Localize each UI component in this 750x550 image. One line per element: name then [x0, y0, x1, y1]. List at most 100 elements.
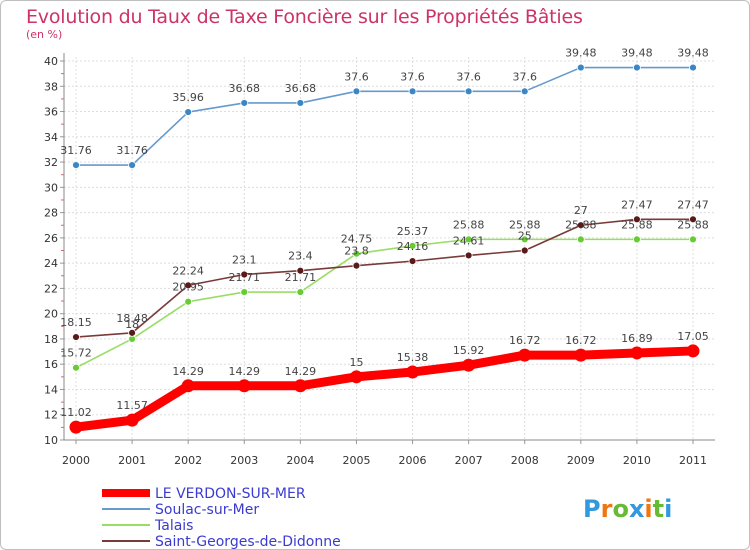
- data-point: [633, 63, 641, 72]
- data-label: 15.72: [60, 347, 92, 360]
- y-tick-label: 22: [44, 282, 58, 295]
- data-point: [296, 99, 305, 107]
- data-label: 39.48: [677, 47, 709, 60]
- data-label: 25.88: [621, 218, 653, 231]
- series-line-4: [75, 218, 694, 338]
- data-label: 15: [349, 356, 363, 369]
- data-label: 37.6: [456, 70, 481, 83]
- x-tick-label: 2008: [511, 454, 539, 467]
- legend: LE VERDON-SUR-MERSoulac-sur-MerTalaisSai…: [102, 486, 341, 550]
- data-label: 14.29: [172, 365, 204, 378]
- data-point: [576, 221, 585, 230]
- data-point: [293, 379, 307, 393]
- data-label: 22.24: [172, 264, 204, 277]
- data-label: 23.8: [344, 245, 369, 258]
- data-label: 31.76: [60, 144, 92, 157]
- data-point: [462, 358, 476, 372]
- data-point: [125, 413, 139, 427]
- y-tick-label: 10: [44, 434, 58, 447]
- data-label: 23.1: [232, 254, 257, 267]
- x-tick-label: 2010: [623, 454, 651, 467]
- data-point: [633, 215, 641, 224]
- chart-title: Evolution du Taux de Taxe Foncière sur l…: [26, 6, 583, 28]
- data-label: 23.4: [288, 250, 313, 263]
- data-label: 21.71: [229, 271, 261, 284]
- data-point: [520, 246, 529, 255]
- x-tick-label: 2007: [455, 454, 483, 467]
- y-tick-label: 28: [44, 207, 58, 220]
- data-label: 18.15: [60, 316, 92, 329]
- y-tick-label: 26: [44, 232, 58, 245]
- data-label: 21.71: [285, 271, 317, 284]
- y-tick-label: 12: [44, 409, 58, 422]
- data-point: [240, 99, 249, 107]
- data-point: [520, 235, 529, 244]
- proxiti-logo: Proxiti: [583, 495, 672, 523]
- data-label: 25.88: [565, 218, 597, 231]
- y-tick-label: 38: [44, 80, 58, 93]
- data-label: 27.47: [677, 198, 709, 211]
- data-point: [408, 87, 417, 96]
- data-label: 31.76: [116, 144, 148, 157]
- axes: 10 12 14 16 18 20 22 24 26 28 30 32 34 36 38 40 2000 2001…: [44, 53, 715, 467]
- data-label: 25.88: [453, 218, 485, 231]
- x-tick-label: 2004: [286, 454, 314, 467]
- data-point: [576, 63, 585, 72]
- y-tick-label: 14: [44, 383, 58, 396]
- data-label: 25.88: [677, 218, 709, 231]
- y-tick-label: 36: [44, 106, 58, 119]
- series-layer: [69, 63, 700, 434]
- x-tick-label: 2003: [230, 454, 258, 467]
- x-tick-label: 2006: [399, 454, 427, 467]
- y-tick-label: 32: [44, 156, 58, 169]
- data-label: 39.48: [565, 47, 597, 60]
- x-tick-label: 2002: [174, 454, 202, 467]
- data-point: [352, 249, 361, 258]
- data-point: [633, 235, 641, 244]
- data-point: [689, 235, 697, 244]
- data-point: [464, 87, 473, 96]
- series-line-1: [71, 346, 698, 432]
- data-point: [408, 257, 417, 266]
- data-point: [352, 261, 361, 270]
- data-label: 25.88: [509, 218, 541, 231]
- data-label: 37.6: [400, 70, 425, 83]
- data-label: 25: [518, 230, 532, 243]
- data-point: [72, 333, 80, 341]
- data-point: [184, 108, 193, 116]
- y-tick-label: 16: [44, 358, 58, 371]
- data-point: [184, 281, 193, 290]
- legend-label: Soulac-sur-Mer: [155, 502, 259, 518]
- data-point: [237, 379, 251, 393]
- legend-label: Talais: [154, 518, 193, 534]
- legend-label: Saint-Georges-de-Didonne: [155, 534, 341, 550]
- x-tick-label: 2001: [118, 454, 146, 467]
- data-label: 36.68: [229, 82, 261, 95]
- data-labels: 11.02 11.57 14.29 14.29 14.29 15 15.38 15.92 16.…: [60, 47, 709, 420]
- series-line-3: [75, 238, 694, 369]
- data-point: [349, 370, 363, 384]
- x-tick-label: 2000: [62, 454, 90, 467]
- data-point: [689, 215, 697, 224]
- data-label: 14.29: [229, 365, 261, 378]
- data-point: [689, 63, 697, 72]
- data-point: [128, 328, 136, 337]
- legend-label: LE VERDON-SUR-MER: [155, 486, 306, 502]
- data-point: [518, 348, 532, 362]
- y-axis-unit: (en %): [26, 28, 63, 41]
- data-point: [69, 420, 83, 434]
- data-point: [406, 365, 420, 379]
- data-point: [128, 161, 136, 169]
- data-point: [184, 297, 193, 306]
- data-label: 16.72: [509, 334, 541, 347]
- data-label: 35.96: [172, 91, 204, 104]
- proxiti-logo-text: Proxiti: [583, 495, 672, 523]
- data-point: [72, 161, 80, 169]
- data-label: 11.57: [116, 399, 148, 412]
- data-point: [240, 288, 249, 296]
- data-point: [574, 348, 588, 362]
- data-label: 16.89: [621, 332, 653, 345]
- data-point: [240, 270, 249, 279]
- data-point: [72, 363, 80, 372]
